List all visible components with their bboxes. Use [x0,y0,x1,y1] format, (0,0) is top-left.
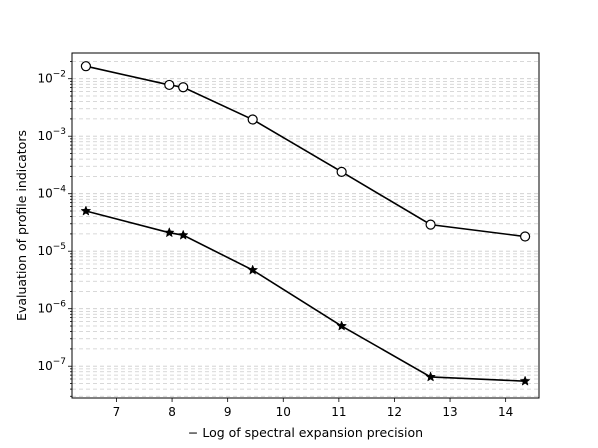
data-point-star [336,320,348,331]
data-point-circle [178,82,189,93]
y-tick-label: 10−2 [37,70,66,86]
y-tick-base: 10 [37,187,52,201]
y-tick-label: 10−6 [37,300,66,316]
y-tick-base: 10 [37,244,52,258]
data-point-star [80,205,92,216]
data-point-star [425,371,436,382]
data-point-circle [80,61,91,72]
y-tick-base: 10 [37,359,52,373]
data-point-star [163,227,175,238]
y-tick-label: 10−3 [37,127,66,143]
axis-ticks: 10−210−310−410−510−610−77 8 9 10 11 12 13 14 [37,61,513,419]
y-tick-exponent: −3 [53,127,66,137]
y-tick-base: 10 [37,302,52,316]
y-tick-exponent: −6 [53,300,67,310]
series-1 [80,61,531,242]
data-point-circle [164,79,175,91]
y-tick-exponent: −5 [53,242,66,252]
data-point-star [177,229,189,240]
x-tick-label: 11 [331,405,346,419]
data-point-star [519,375,531,386]
data-point-star [247,264,259,275]
series [80,61,531,386]
x-tick-label: 9 [224,405,232,419]
x-tick-label: 10 [276,405,291,419]
data-point-circle [247,114,258,125]
series-2 [80,205,531,386]
y-tick-label: 10−5 [37,242,66,258]
x-tick-label: 13 [442,405,457,419]
y-tick-label: 10−7 [37,357,66,373]
data-point-circle [336,166,347,177]
x-tick-label: 12 [387,405,402,419]
series-line [85,210,526,382]
y-tick-label: 10−4 [37,185,66,201]
x-tick-label: 8 [168,405,176,419]
data-point-circle [425,219,436,230]
x-axis-label: − Log of spectral expansion precision [188,425,423,440]
grid-lines [72,61,539,397]
y-tick-base: 10 [37,129,52,143]
y-tick-exponent: −7 [53,357,66,367]
y-tick-base: 10 [37,72,52,86]
y-tick-exponent: −4 [53,185,67,195]
y-tick-exponent: −2 [53,70,66,80]
plot-area-frame [71,52,540,399]
y-axis-label: Evaluation of profile indicators [14,130,29,321]
data-point-circle [520,231,531,242]
x-tick-label: 14 [498,405,513,419]
x-tick-label: 7 [113,405,121,419]
